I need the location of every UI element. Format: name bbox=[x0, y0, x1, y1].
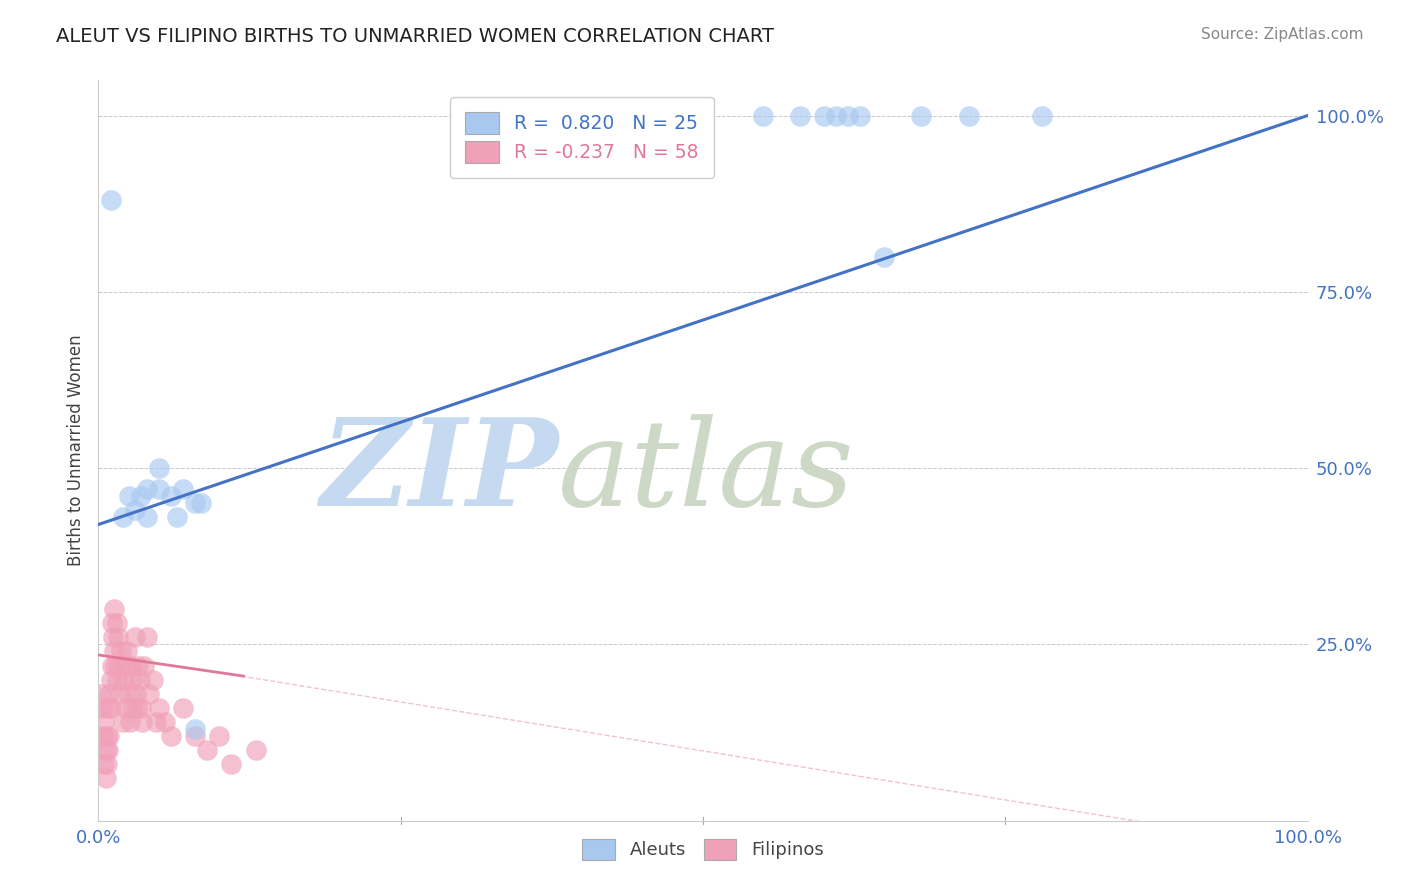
Point bbox=[110, 644, 132, 658]
Point bbox=[118, 714, 141, 729]
Point bbox=[94, 772, 117, 786]
Point bbox=[837, 109, 859, 123]
Y-axis label: Births to Unmarried Women: Births to Unmarried Women bbox=[66, 334, 84, 566]
Point bbox=[96, 757, 118, 772]
Point bbox=[100, 673, 122, 687]
Point bbox=[98, 729, 121, 743]
Point bbox=[108, 687, 131, 701]
Point bbox=[103, 602, 125, 616]
Point bbox=[114, 658, 136, 673]
Point bbox=[135, 482, 157, 496]
Point bbox=[107, 630, 129, 644]
Point bbox=[184, 722, 207, 736]
Point bbox=[221, 757, 243, 772]
Point bbox=[148, 461, 170, 475]
Point bbox=[813, 109, 835, 123]
Point bbox=[138, 687, 160, 701]
Point bbox=[134, 658, 156, 673]
Point bbox=[153, 714, 176, 729]
Point bbox=[100, 616, 122, 631]
Point bbox=[111, 510, 134, 524]
Point bbox=[127, 701, 149, 715]
Point bbox=[100, 701, 122, 715]
Point bbox=[190, 496, 212, 510]
Point bbox=[98, 687, 121, 701]
Point bbox=[131, 714, 153, 729]
Point bbox=[752, 109, 775, 123]
Point bbox=[849, 109, 872, 123]
Point bbox=[104, 658, 127, 673]
Point bbox=[172, 701, 194, 715]
Text: atlas: atlas bbox=[558, 414, 855, 532]
Point bbox=[91, 729, 114, 743]
Point bbox=[100, 658, 122, 673]
Point bbox=[91, 701, 114, 715]
Point bbox=[100, 193, 122, 207]
Point bbox=[93, 714, 115, 729]
Point bbox=[166, 510, 188, 524]
Point bbox=[195, 743, 218, 757]
Point bbox=[120, 658, 142, 673]
Point bbox=[692, 109, 714, 123]
Point bbox=[135, 630, 157, 644]
Point bbox=[90, 687, 112, 701]
Point bbox=[124, 630, 146, 644]
Legend: Aleuts, Filipinos: Aleuts, Filipinos bbox=[575, 832, 831, 867]
Point bbox=[115, 701, 138, 715]
Point bbox=[94, 743, 117, 757]
Point bbox=[129, 489, 152, 503]
Point bbox=[142, 673, 165, 687]
Point bbox=[135, 510, 157, 524]
Point bbox=[97, 743, 120, 757]
Point bbox=[160, 489, 183, 503]
Point bbox=[103, 644, 125, 658]
Point bbox=[184, 496, 207, 510]
Point bbox=[208, 729, 231, 743]
Point bbox=[121, 701, 143, 715]
Point bbox=[825, 109, 848, 123]
Point bbox=[112, 673, 135, 687]
Point bbox=[172, 482, 194, 496]
Point bbox=[184, 729, 207, 743]
Text: ALEUT VS FILIPINO BIRTHS TO UNMARRIED WOMEN CORRELATION CHART: ALEUT VS FILIPINO BIRTHS TO UNMARRIED WO… bbox=[56, 27, 775, 45]
Point bbox=[125, 687, 148, 701]
Point bbox=[789, 109, 811, 123]
Point bbox=[124, 503, 146, 517]
Point bbox=[148, 482, 170, 496]
Point bbox=[105, 673, 128, 687]
Point bbox=[122, 673, 145, 687]
Point bbox=[118, 687, 141, 701]
Point bbox=[873, 250, 896, 264]
Point bbox=[97, 701, 120, 715]
Point bbox=[128, 673, 150, 687]
Point bbox=[910, 109, 932, 123]
Text: Source: ZipAtlas.com: Source: ZipAtlas.com bbox=[1201, 27, 1364, 42]
Point bbox=[108, 658, 131, 673]
Point bbox=[127, 658, 149, 673]
Point bbox=[129, 701, 152, 715]
Text: ZIP: ZIP bbox=[319, 413, 558, 532]
Point bbox=[111, 714, 134, 729]
Point bbox=[96, 729, 118, 743]
Point bbox=[93, 757, 115, 772]
Point bbox=[160, 729, 183, 743]
Point bbox=[105, 616, 128, 631]
Point bbox=[101, 630, 124, 644]
Point bbox=[148, 701, 170, 715]
Point bbox=[1031, 109, 1053, 123]
Point bbox=[145, 714, 167, 729]
Point bbox=[245, 743, 267, 757]
Point bbox=[118, 489, 141, 503]
Point bbox=[117, 644, 139, 658]
Point bbox=[957, 109, 980, 123]
